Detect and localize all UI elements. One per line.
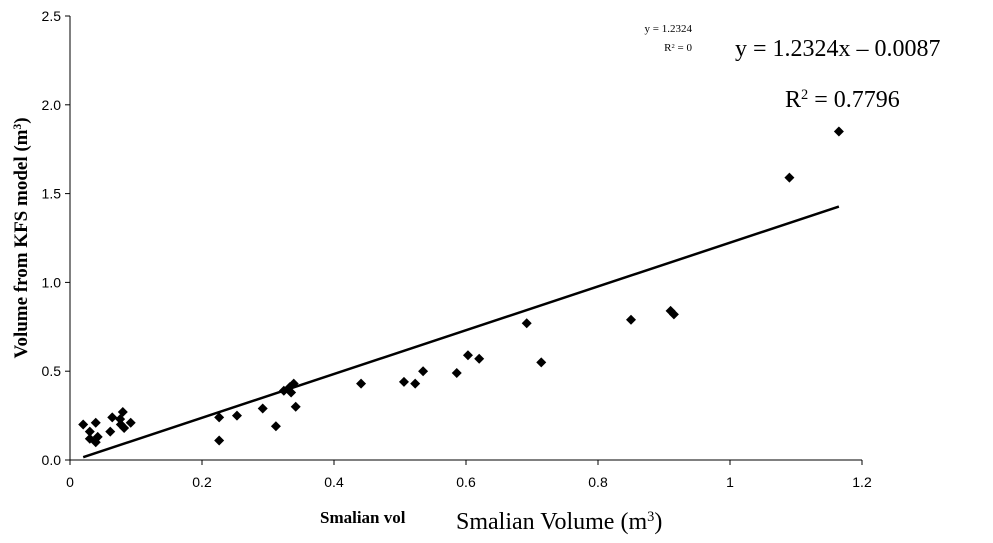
r2-part: 2 [801,87,808,103]
point [214,435,225,446]
x-tick-label: 0.6 [456,474,476,490]
point [125,417,136,428]
point [92,431,103,442]
y-tick-label: 1.5 [42,186,62,202]
point [668,309,679,320]
point [286,387,297,398]
x-tick-label: 0.8 [588,474,608,490]
point [536,357,547,368]
r2: R2 = 0.7796 [785,87,900,113]
point [462,350,473,361]
point [84,426,95,437]
trend-line [82,205,840,459]
x-axis-title-part: 3 [647,509,654,525]
x-axis-title-short: Smalian vol [320,508,406,527]
point [410,378,421,389]
x-tick-label: 0.2 [192,474,212,490]
x-tick-label: 0 [66,474,74,490]
point [270,421,281,432]
point [288,378,299,389]
point [78,419,89,430]
point [521,318,532,329]
y-axis-title-part: 3 [12,123,24,129]
equation: y = 1.2324x – 0.0087 [735,36,941,62]
x-tick-label: 1.2 [852,474,872,490]
x-axis-title-part: Smalian Volume (m [456,509,647,535]
r2-small: R2 = 0 [664,42,692,54]
y-tick-label: 1.0 [42,274,62,290]
point [107,412,118,423]
point [398,376,409,387]
point [214,412,225,423]
x-tick-label: 1 [726,474,734,490]
point [105,426,116,437]
point [784,172,795,183]
point [117,407,128,418]
y-axis-title-part: ) [11,117,32,123]
point [356,378,367,389]
point [119,423,130,434]
y-axis-title: Volume from KFS model (m3) [11,117,32,358]
r2-small-part: 2 [671,43,674,50]
y-tick-label: 0.5 [42,363,62,379]
y-tick-label: 0.0 [42,452,62,468]
r2-small-part: = 0 [675,42,693,54]
point [231,410,242,421]
r2-part: = 0.7796 [808,87,900,113]
point [257,403,268,414]
point [418,366,429,377]
r2-small-part: R [664,42,672,54]
r2-part: R [785,87,801,113]
point [833,126,844,137]
y-tick-label: 2.0 [42,97,62,113]
point [626,314,636,325]
equation-small: y = 1.2324 [645,23,693,35]
point [290,401,301,412]
x-axis-title-part: ) [654,509,662,535]
x-axis-title: Smalian Volume (m3) [456,509,662,535]
point [90,417,101,428]
x-tick-label: 0.4 [324,474,344,490]
y-tick-label: 2.5 [42,8,62,24]
point [451,367,462,378]
point [474,353,485,364]
y-axis-title-part: Volume from KFS model (m [11,129,32,358]
